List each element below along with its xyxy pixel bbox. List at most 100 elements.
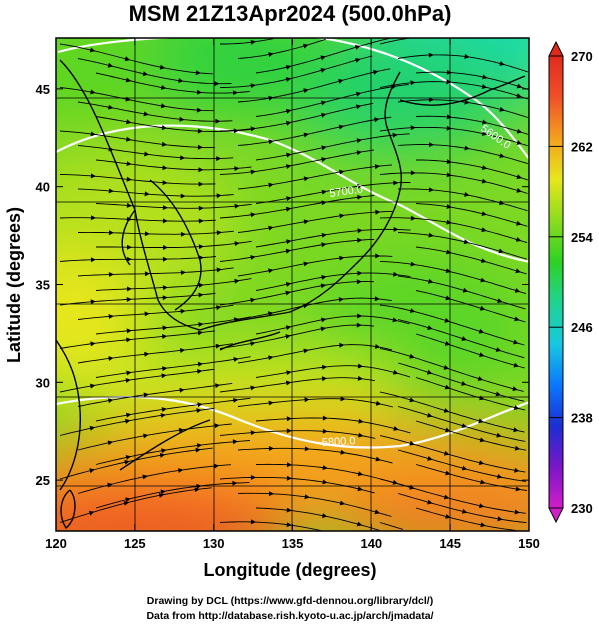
- stream-arrowhead: [410, 80, 416, 86]
- stream-arrowhead: [303, 219, 310, 225]
- chart-title: MSM 21Z13Apr2024 (500.0hPa): [129, 1, 452, 26]
- streamline: [59, 43, 213, 75]
- stream-arrowhead: [514, 509, 520, 515]
- stream-arrowhead: [321, 242, 327, 248]
- y-axis-ticks: 25 30 35 40 45: [36, 82, 529, 488]
- stream-arrowhead: [161, 141, 168, 147]
- stream-arrowhead: [375, 456, 381, 462]
- stream-arrowhead: [286, 462, 292, 468]
- x-tick-label: 150: [518, 536, 540, 551]
- streamline: [237, 255, 393, 277]
- contour-label-5700: 5700.0: [329, 183, 364, 200]
- stream-arrowhead: [446, 204, 452, 209]
- stream-arrowhead: [462, 508, 468, 514]
- stream-arrowhead: [198, 244, 204, 250]
- stream-arrowhead: [462, 287, 469, 293]
- stream-arrowhead: [216, 193, 222, 199]
- streamline: [95, 482, 250, 509]
- stream-arrowhead: [196, 408, 202, 414]
- stream-arrowhead: [89, 468, 95, 474]
- streamline: [77, 101, 233, 122]
- stream-arrowhead: [303, 261, 309, 267]
- stream-arrowhead: [90, 173, 96, 179]
- stream-arrowhead: [286, 522, 292, 528]
- stream-arrowhead: [125, 418, 131, 424]
- stream-arrowhead: [357, 471, 364, 477]
- streamline: [379, 478, 526, 514]
- streamline: [397, 99, 529, 118]
- streamline: [219, 281, 374, 306]
- streamline: [379, 172, 528, 194]
- stream-arrowhead: [515, 486, 521, 492]
- stream-arrowhead: [88, 510, 95, 516]
- stream-arrowhead: [285, 334, 291, 339]
- x-tick-label: 140: [360, 536, 382, 551]
- stream-arrowhead: [515, 268, 521, 274]
- stream-arrowhead: [357, 237, 363, 243]
- stream-arrowhead: [480, 479, 486, 485]
- streamline: [397, 319, 525, 359]
- stream-arrowhead: [339, 169, 345, 175]
- stream-arrowhead: [198, 218, 204, 224]
- stream-arrowhead: [358, 418, 364, 424]
- streamline: [379, 348, 524, 392]
- stream-arrowhead: [409, 440, 415, 446]
- stream-arrowhead: [89, 47, 96, 53]
- streamline: [415, 333, 525, 369]
- streamline: [415, 290, 526, 323]
- streamline: [95, 203, 252, 209]
- streamline: [397, 362, 525, 402]
- stream-arrowhead: [444, 341, 451, 346]
- stream-arrowhead: [357, 183, 363, 189]
- stream-arrowhead: [303, 88, 309, 94]
- stream-arrowhead: [285, 325, 292, 331]
- stream-arrowhead: [144, 351, 150, 357]
- stream-arrowhead: [162, 256, 168, 262]
- streamline: [415, 377, 526, 411]
- stream-arrowhead: [322, 479, 328, 485]
- stream-arrowhead: [427, 499, 433, 505]
- stream-arrowhead: [158, 493, 165, 498]
- stream-arrowhead: [497, 474, 503, 479]
- streamline: [255, 84, 409, 117]
- credit-line-2: Data from http://database.rish.kyoto-u.a…: [146, 610, 433, 622]
- stream-arrowhead: [356, 138, 362, 144]
- stream-arrowhead: [180, 193, 186, 199]
- stream-arrowhead: [286, 428, 292, 434]
- stream-arrowhead: [125, 378, 131, 383]
- stream-arrowhead: [162, 205, 168, 211]
- stream-arrowhead: [198, 322, 204, 327]
- stream-arrowhead: [445, 295, 451, 301]
- stream-arrowhead: [428, 142, 434, 148]
- stream-arrowhead: [268, 139, 274, 145]
- stream-arrowhead: [250, 430, 256, 436]
- stream-arrowhead: [358, 432, 364, 438]
- streamline: [219, 476, 375, 494]
- streamline: [59, 408, 214, 436]
- stream-arrowhead: [90, 89, 96, 95]
- stream-arrowhead: [285, 77, 292, 82]
- stream-arrowhead: [515, 237, 522, 242]
- stream-arrowhead: [162, 180, 168, 186]
- stream-arrowhead: [461, 381, 467, 386]
- stream-arrowhead: [303, 348, 309, 354]
- stream-arrowhead: [195, 447, 201, 453]
- streamline: [237, 68, 391, 103]
- stream-arrowhead: [461, 423, 467, 428]
- stream-arrowhead: [322, 428, 328, 434]
- stream-arrowhead: [108, 314, 114, 319]
- stream-arrowhead: [196, 89, 203, 95]
- stream-arrowhead: [160, 413, 166, 418]
- stream-arrowhead: [513, 362, 519, 368]
- stream-arrowhead: [90, 257, 96, 263]
- stream-arrowhead: [514, 288, 521, 293]
- stream-arrowhead: [268, 225, 274, 231]
- stream-arrowhead: [126, 202, 132, 208]
- stream-arrowhead: [340, 396, 346, 402]
- stream-arrowhead: [233, 397, 239, 403]
- stream-arrowhead: [428, 187, 434, 193]
- stream-arrowhead: [374, 344, 381, 349]
- stream-arrowhead: [481, 84, 488, 89]
- streamline: [379, 261, 527, 295]
- stream-arrowhead: [321, 376, 328, 382]
